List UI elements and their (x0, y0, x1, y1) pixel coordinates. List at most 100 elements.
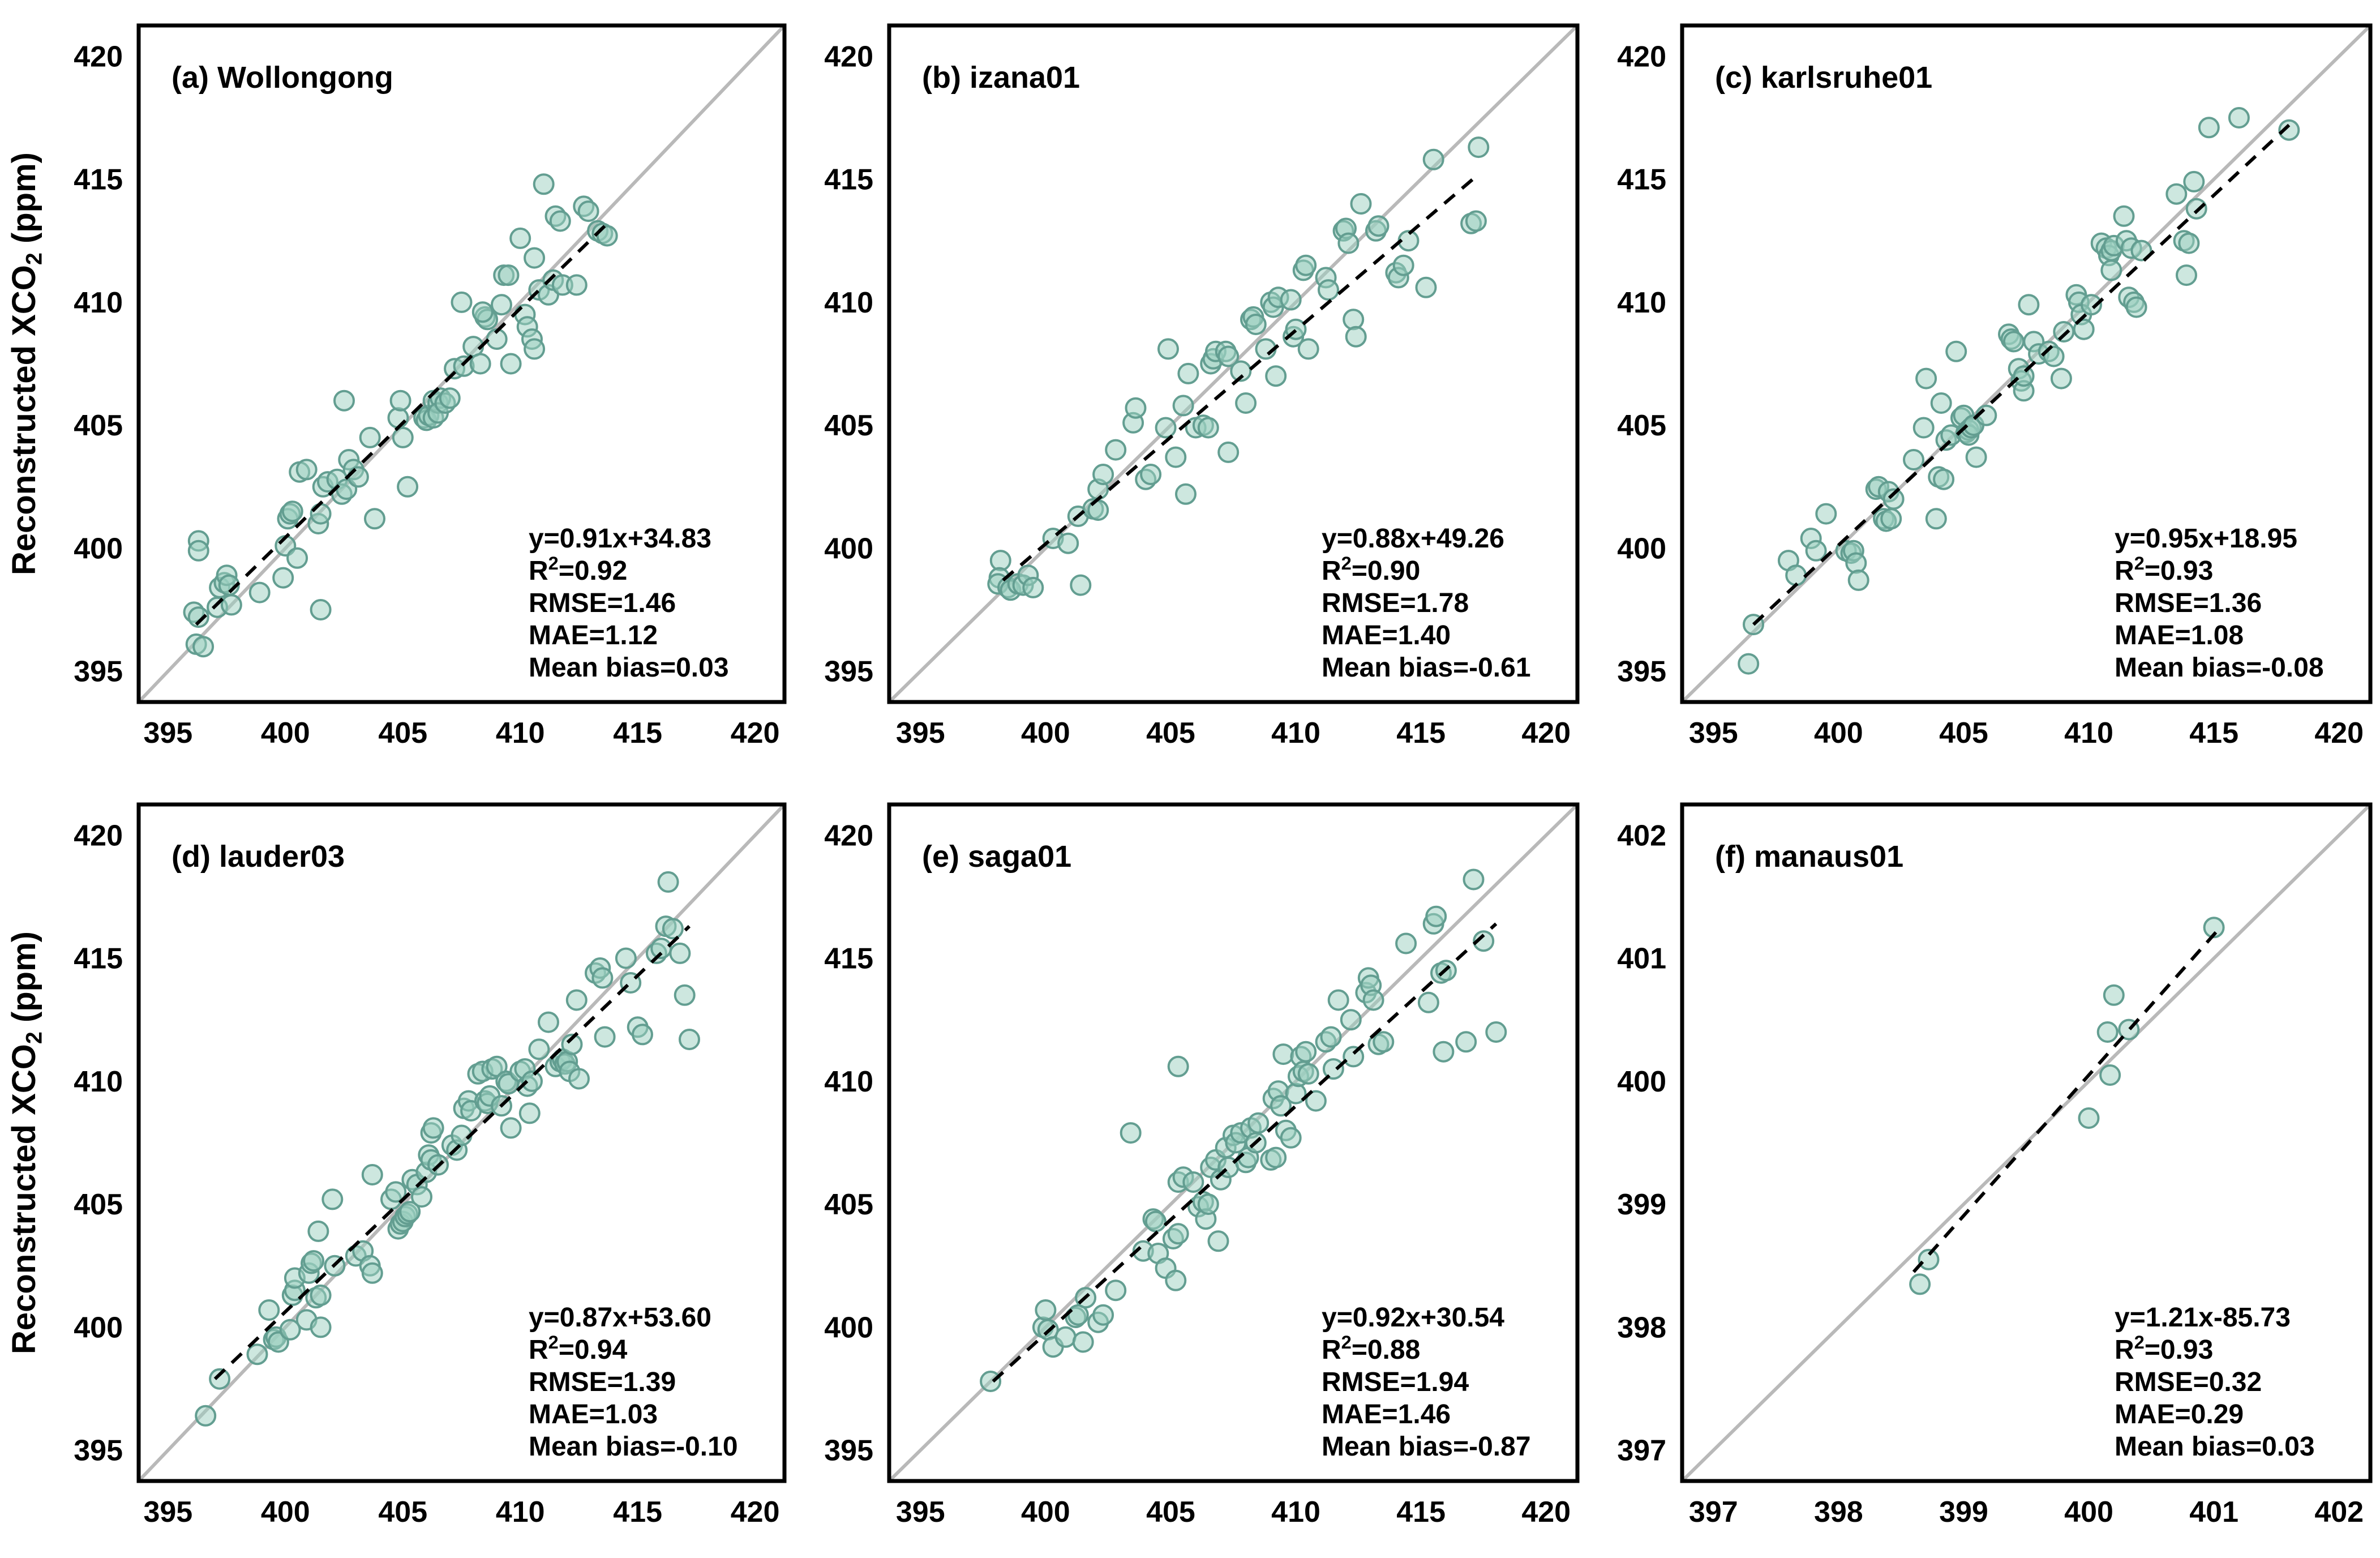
scatter-points (1909, 917, 2225, 1295)
x-tick-label: 395 (896, 1496, 945, 1529)
y-tick-label: 405 (74, 409, 123, 442)
scatter-point (310, 1316, 332, 1338)
scatter-point (1918, 1248, 1940, 1270)
scatter-point (1738, 653, 1760, 675)
scatter-point (1327, 989, 1349, 1011)
scatter-point (286, 547, 308, 569)
scatter-point (258, 1299, 280, 1321)
stats-line: R2=0.93 (2115, 553, 2213, 586)
scatter-point (333, 389, 355, 412)
scatter-point (1455, 1031, 1477, 1053)
scatter-point (1320, 1026, 1342, 1048)
stats-line: MAE=1.08 (2115, 620, 2244, 650)
panel-e: 395 400 405 410 415 420 395 400 405 410 415 420 (e) … (793, 779, 1586, 1558)
scatter-point (1415, 276, 1437, 298)
scatter-point (1155, 417, 1177, 439)
x-tick-label: 400 (1814, 717, 1863, 750)
y-tick-label: 400 (74, 1311, 123, 1344)
plot-frame (1680, 802, 2373, 1483)
scatter-point (295, 459, 318, 481)
scatter-point (596, 225, 618, 247)
stats-line: MAE=0.29 (2115, 1399, 2244, 1429)
scatter-point (1933, 468, 1955, 490)
stats-line: RMSE=1.46 (529, 588, 676, 618)
panel-b-chart: 395 400 405 410 415 420 395 400 405 410 415 420 (b) … (824, 23, 1580, 750)
scatter-point (2178, 232, 2200, 254)
x-tick-label: 399 (1939, 1496, 1988, 1529)
stats-line: R2=0.92 (529, 553, 627, 586)
scatter-point (1468, 136, 1490, 159)
scatter-point (594, 1026, 616, 1048)
x-axis-title: TCCON XCO2 (ppm) (1871, 1555, 2181, 1558)
scatter-point (1965, 446, 1987, 468)
stats-line: y=0.88x+49.26 (1322, 524, 1504, 554)
scatter-point (359, 426, 381, 448)
scatter-point (1345, 326, 1367, 348)
scatter-point (187, 540, 209, 562)
scatter-point (2176, 264, 2197, 286)
y-tick-label: 420 (1617, 40, 1666, 73)
plot-frame (1680, 23, 2373, 704)
scatter-point (321, 1188, 344, 1210)
y-tick-label: 405 (824, 1188, 873, 1221)
y-tick-label: 410 (824, 286, 873, 319)
scatter-point (549, 210, 571, 232)
stats-line: y=0.95x+18.95 (2115, 524, 2297, 554)
scatter-point (1144, 1210, 1167, 1232)
stats-line: MAE=1.46 (1322, 1399, 1451, 1429)
y-tick-label: 400 (824, 532, 873, 565)
y-tick-label: 395 (1617, 656, 1666, 688)
y-tick-label: 420 (824, 819, 873, 852)
scatter-point (565, 274, 588, 296)
x-tick-label: 410 (2064, 717, 2113, 750)
scatter-point (2078, 1107, 2100, 1129)
scatter-point (1485, 1021, 1507, 1043)
x-tick-label: 405 (1146, 1496, 1195, 1529)
scatter-point (500, 1117, 522, 1139)
stats-line: MAE=1.12 (529, 620, 658, 650)
scatter-point (498, 264, 520, 286)
x-tick-label: 398 (1814, 1496, 1863, 1529)
scatter-point (491, 294, 512, 316)
scatter-point (389, 389, 411, 412)
scatter-point (1343, 309, 1365, 331)
scatter-point (1295, 254, 1317, 276)
x-tick-label: 410 (496, 717, 545, 750)
fit-line (1752, 123, 2291, 626)
x-tick-label: 405 (378, 1496, 427, 1529)
scatter-point (1280, 1127, 1302, 1149)
scatter-point (2165, 183, 2188, 205)
scatter-points (987, 136, 1490, 601)
y-tick-label: 398 (1617, 1311, 1666, 1344)
scatter-point (1105, 1279, 1127, 1302)
scatter-point (1035, 1299, 1057, 1321)
scatter-point (397, 476, 419, 498)
panel-e-chart: 395 400 405 410 415 420 395 400 405 410 415 420 (e) … (824, 802, 1580, 1558)
fit-line (992, 922, 1498, 1383)
scatter-point (1340, 1009, 1362, 1031)
scatter-point (1172, 395, 1194, 417)
scatter-point (1395, 932, 1417, 955)
scatter-point (1175, 483, 1197, 505)
scatter-point (1805, 540, 1827, 562)
scatter-point (1362, 989, 1384, 1011)
panel-label: (e) saga01 (922, 840, 1071, 874)
scatter-point (2278, 119, 2300, 141)
scatter-point (1070, 574, 1092, 596)
scatter-point (1265, 1146, 1287, 1168)
scatter-point (657, 871, 679, 893)
scatter-point (1297, 1063, 1319, 1085)
scatter-point (1230, 360, 1252, 382)
scatter-point (2053, 321, 2075, 343)
panel-d-chart: 395 400 405 410 415 420 395 400 405 410 415 420 (d) … (6, 802, 787, 1558)
scatter-point (195, 1405, 217, 1427)
scatter-point (361, 1164, 383, 1185)
stats-line: y=0.92x+30.54 (1322, 1303, 1504, 1333)
figure-row-top: 395 400 405 410 415 420 395 400 405 410 415 420 (a) … (6, 23, 2373, 750)
panel-label: (d) lauder03 (171, 840, 345, 874)
stats-line: MAE=1.03 (529, 1399, 658, 1429)
y-tick-label: 399 (1617, 1188, 1666, 1221)
scatter-point (281, 500, 303, 523)
scatter-point (1120, 1122, 1142, 1144)
scatter-point (2198, 117, 2220, 139)
